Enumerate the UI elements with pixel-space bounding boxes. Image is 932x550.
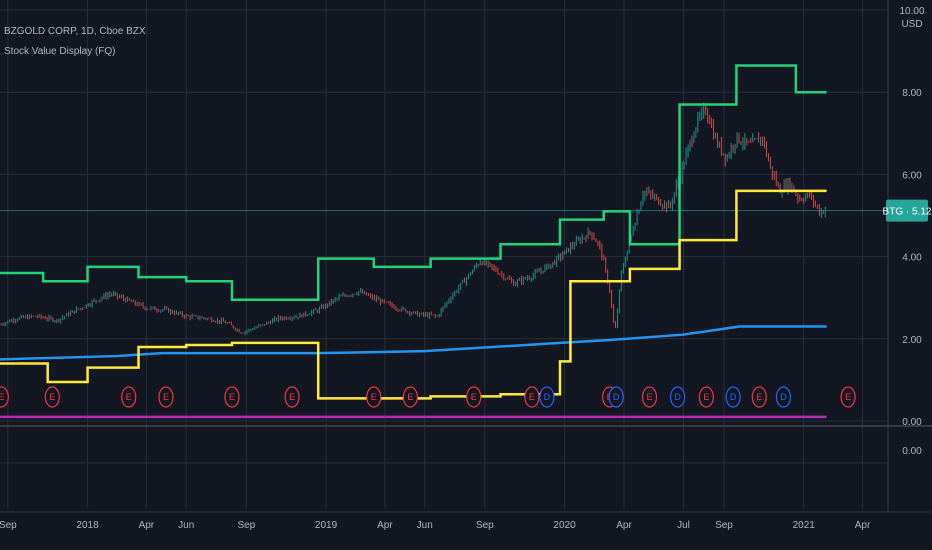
event-circle	[121, 386, 137, 408]
earnings-marker[interactable]: E	[0, 386, 9, 408]
event-letter: E	[0, 392, 4, 402]
x-tick-label: 2018	[76, 520, 99, 531]
price-axis[interactable]: 10.00 8.00 6.00 4.00 2.00 0.00 USD 0.00 BTG · 5.…	[883, 6, 932, 457]
event-circle	[840, 386, 856, 408]
x-tick-label: Apr	[616, 520, 632, 531]
event-letter: D	[674, 392, 681, 402]
time-axis[interactable]: Sep 2018 Apr Jun Sep 2019 Apr Jun Sep 2020 Apr Jul S…	[0, 520, 871, 531]
earnings-marker[interactable]: E	[402, 386, 418, 408]
dividend-marker[interactable]: D	[608, 386, 624, 408]
y-tick-label: 6.00	[902, 170, 922, 181]
x-tick-label: Jul	[677, 520, 690, 531]
event-circle	[466, 386, 482, 408]
event-letter: E	[529, 392, 535, 402]
earnings-marker[interactable]: E	[466, 386, 482, 408]
earnings-marker[interactable]: E	[840, 386, 856, 408]
indicator-title[interactable]: Stock Value Display (FQ)	[4, 46, 116, 57]
event-letter: E	[289, 392, 295, 402]
symbol-title[interactable]: BZGOLD CORP, 1D, Cboe BZX	[4, 26, 146, 37]
event-letter: E	[371, 392, 377, 402]
event-circle	[725, 386, 741, 408]
y-tick-label: 2.00	[902, 335, 922, 346]
x-tick-label: 2021	[793, 520, 816, 531]
event-letter: E	[126, 392, 132, 402]
earnings-marker[interactable]: E	[44, 386, 60, 408]
earnings-marker[interactable]: E	[224, 386, 240, 408]
x-tick-label: 2020	[553, 520, 576, 531]
price-series	[0, 102, 826, 336]
event-circle	[698, 386, 714, 408]
earnings-marker[interactable]: E	[641, 386, 658, 408]
chart-grid	[0, 0, 932, 513]
event-letter: D	[613, 392, 620, 402]
currency-label: USD	[901, 19, 922, 30]
event-circle	[0, 386, 9, 408]
event-letter: D	[780, 392, 787, 402]
event-circle	[641, 386, 658, 408]
indicator-line-1	[0, 64, 827, 302]
y-tick-label: 4.00	[902, 253, 922, 264]
earnings-marker[interactable]: E	[158, 386, 174, 408]
event-letter: E	[703, 392, 709, 402]
event-letter: E	[229, 392, 235, 402]
x-tick-label: Apr	[377, 520, 393, 531]
earnings-marker[interactable]: E	[121, 386, 137, 408]
dividend-marker[interactable]: D	[725, 386, 741, 408]
event-letter: E	[163, 392, 169, 402]
y-tick-label: 8.00	[902, 88, 922, 99]
event-letter: D	[730, 392, 737, 402]
earnings-marker[interactable]: E	[751, 386, 767, 408]
event-circle	[524, 386, 540, 408]
last-price-label: BTG · 5.12	[883, 199, 932, 222]
x-tick-label: Jun	[417, 520, 433, 531]
event-circle	[775, 386, 792, 408]
event-circle	[402, 386, 418, 408]
event-circle	[669, 386, 686, 408]
earnings-marker[interactable]: E	[698, 386, 714, 408]
event-letter: D	[544, 392, 551, 402]
event-circle	[751, 386, 767, 408]
event-letter: E	[49, 392, 55, 402]
event-circle	[284, 386, 300, 408]
earnings-marker[interactable]: E	[366, 386, 382, 408]
event-letter: E	[845, 392, 851, 402]
event-markers: EEEEEEEEEEDEDEDEDEDE	[0, 386, 856, 408]
indicator-lines	[0, 64, 827, 419]
x-tick-label: Apr	[139, 520, 155, 531]
last-price-text: BTG · 5.12	[883, 207, 932, 218]
event-circle	[44, 386, 60, 408]
event-circle	[224, 386, 240, 408]
event-letter: E	[407, 392, 413, 402]
event-circle	[158, 386, 174, 408]
dividend-marker[interactable]: D	[539, 386, 555, 408]
event-circle	[539, 386, 555, 408]
x-tick-label: Jun	[178, 520, 194, 531]
event-letter: E	[756, 392, 762, 402]
event-circle	[366, 386, 382, 408]
dividend-marker[interactable]: D	[669, 386, 686, 408]
earnings-marker[interactable]: E	[524, 386, 540, 408]
indicator-line-3	[0, 189, 827, 400]
last-price-bg	[886, 199, 928, 222]
event-letter: E	[471, 392, 477, 402]
y-tick-label: 0.00	[902, 417, 922, 428]
earnings-marker[interactable]: E	[284, 386, 300, 408]
event-circle	[608, 386, 624, 408]
event-letter: E	[646, 392, 652, 402]
x-tick-label: 2019	[315, 520, 338, 531]
x-tick-label: Sep	[0, 520, 17, 531]
x-tick-label: Sep	[237, 520, 255, 531]
x-tick-label: Sep	[476, 520, 494, 531]
x-tick-label: Apr	[855, 520, 871, 531]
indicator-line-2	[0, 325, 827, 361]
y-tick-label: 10.00	[899, 6, 924, 17]
lower-pane-tick: 0.00	[902, 446, 922, 457]
x-tick-label: Sep	[715, 520, 733, 531]
dividend-marker[interactable]: D	[775, 386, 792, 408]
